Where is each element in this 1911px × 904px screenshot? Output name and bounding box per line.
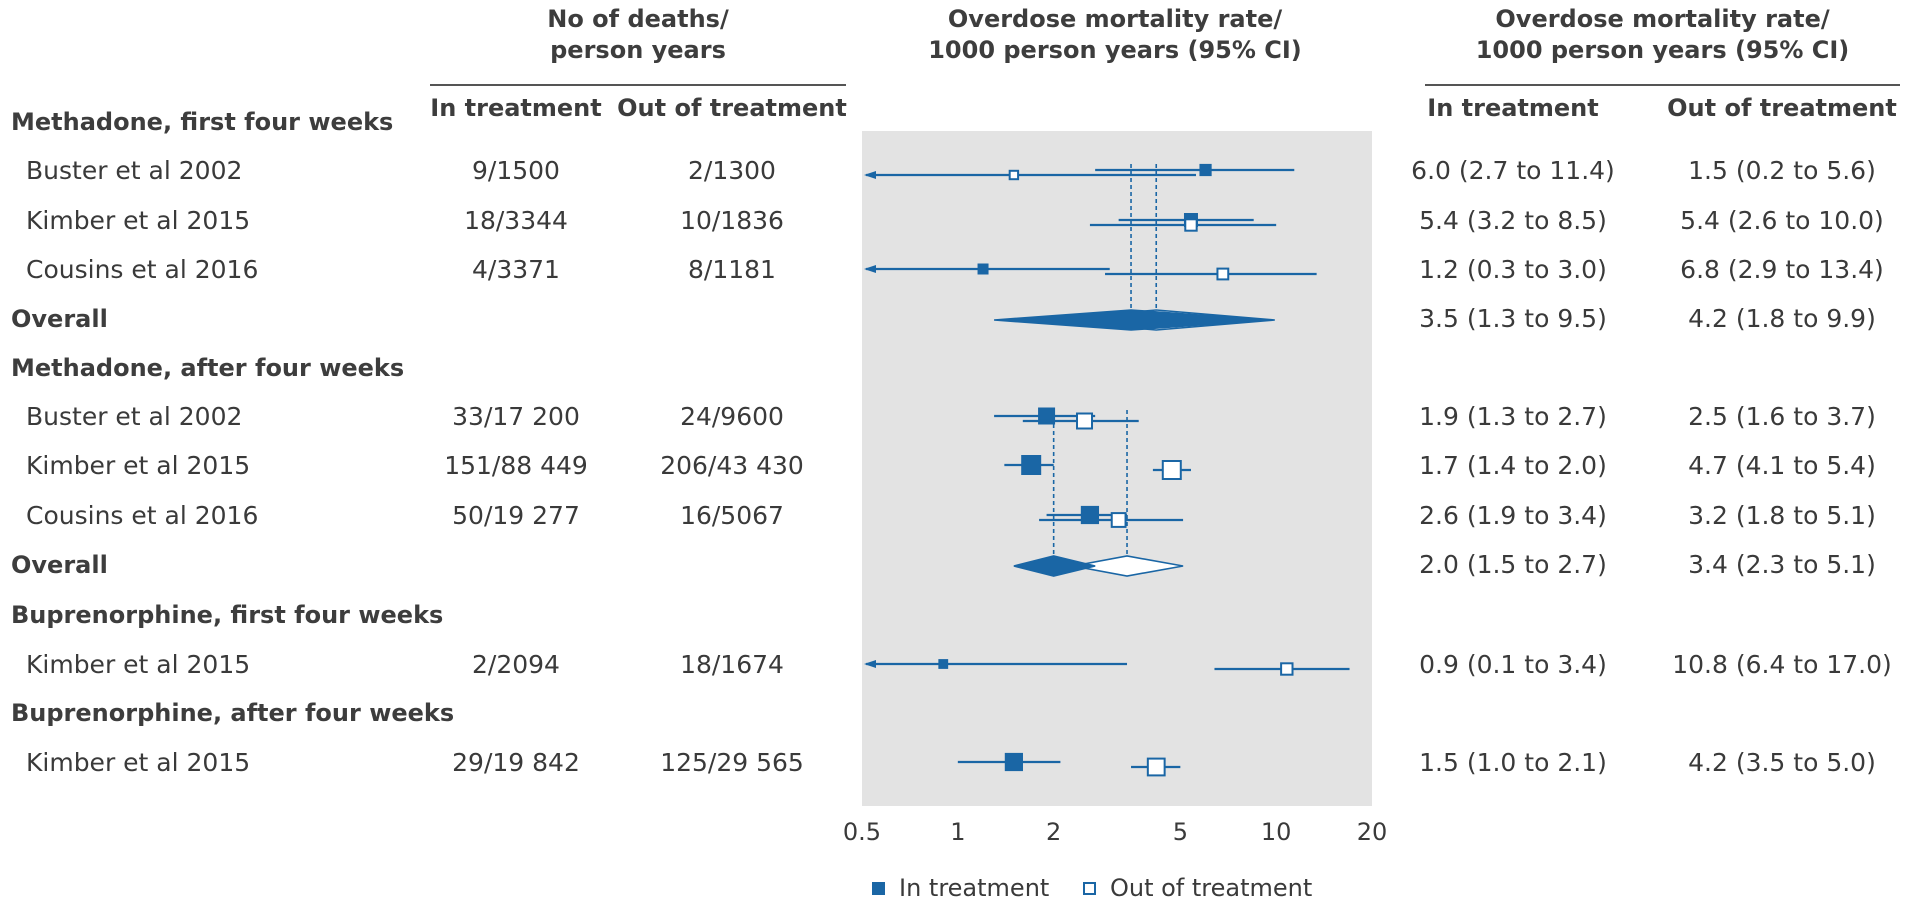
deaths-out-of-treatment: 125/29 565 (660, 748, 804, 777)
rate-in-treatment: 2.0 (1.5 to 2.7) (1419, 550, 1607, 579)
legend-out-of-treatment-label: Out of treatment (1109, 874, 1313, 902)
rate-out-of-treatment: 4.2 (3.5 to 5.0) (1688, 748, 1876, 777)
deaths-out-of-treatment: 2/1300 (688, 156, 776, 185)
legend: In treatment Out of treatment (872, 874, 1312, 904)
deaths-in-treatment: 9/1500 (472, 156, 560, 185)
deaths-header-line1: No of deaths/ (547, 5, 729, 33)
x-tick-label: 1 (950, 818, 965, 846)
rate-out-of-treatment: 4.2 (1.8 to 9.9) (1688, 304, 1876, 333)
rate-in-treatment: 1.7 (1.4 to 2.0) (1419, 451, 1607, 480)
rate-header-rule (1425, 84, 1900, 86)
overall-label: Overall (11, 305, 108, 333)
out-of-treatment-overall-diamond (1072, 555, 1184, 577)
out-of-treatment-ci-arrow (864, 171, 876, 179)
in-treatment-point (1021, 455, 1042, 475)
deaths-out-of-treatment: 18/1674 (680, 650, 784, 679)
deaths-in-treatment: 50/19 277 (452, 501, 580, 530)
rate-header-line1: Overdose mortality rate/ (1495, 5, 1830, 33)
legend-out-of-treatment-swatch (1082, 882, 1096, 895)
deaths-out-of-treatment: 10/1836 (680, 206, 784, 235)
rate-out-of-treatment: 3.4 (2.3 to 5.1) (1688, 550, 1876, 579)
plot-header: Overdose mortality rate/ 1000 person yea… (880, 4, 1350, 66)
deaths-header-line2: person years (550, 36, 726, 64)
x-tick-label: 20 (1357, 818, 1388, 846)
study-label: Kimber et al 2015 (26, 206, 251, 235)
deaths-in-treatment: 4/3371 (472, 255, 560, 284)
study-label: Kimber et al 2015 (26, 650, 251, 679)
out-of-treatment-point (1110, 512, 1127, 528)
in-treatment-ci-arrow (864, 265, 876, 273)
group-label: Methadone, after four weeks (11, 354, 405, 382)
in-treatment-point (1038, 407, 1056, 425)
deaths-in-treatment: 2/2094 (472, 650, 560, 679)
x-tick-label: 0.5 (843, 818, 881, 846)
rate-header-line2: 1000 person years (95% CI) (1475, 36, 1850, 64)
rate-in-treatment: 5.4 (3.2 to 8.5) (1419, 206, 1607, 235)
deaths-out-of-treatment: 8/1181 (688, 255, 776, 284)
rate-out-of-treatment-header: Out of treatment (1667, 94, 1897, 122)
group-label: Buprenorphine, first four weeks (11, 601, 444, 629)
study-label: Buster et al 2002 (26, 402, 243, 431)
deaths-header-rule (430, 84, 846, 86)
group-label: Buprenorphine, after four weeks (11, 699, 455, 727)
in-treatment-point (1004, 752, 1023, 772)
deaths-header: No of deaths/ person years (430, 4, 846, 66)
deaths-out-of-treatment: 16/5067 (680, 501, 784, 530)
in-treatment-point (938, 659, 949, 669)
plot-header-line1: Overdose mortality rate/ (947, 5, 1283, 33)
deaths-in-treatment: 33/17 200 (452, 402, 580, 431)
out-of-treatment-point (1146, 757, 1166, 777)
plot-background (862, 131, 1372, 806)
in-treatment-point (1199, 163, 1212, 177)
out-of-treatment-point (1184, 218, 1198, 232)
legend-in-treatment-swatch (872, 882, 885, 895)
rate-header: Overdose mortality rate/ 1000 person yea… (1425, 4, 1900, 66)
rate-in-treatment: 1.2 (0.3 to 3.0) (1419, 255, 1607, 284)
study-label: Cousins et al 2016 (26, 255, 259, 284)
study-label: Cousins et al 2016 (26, 501, 259, 530)
deaths-out-of-treatment-header: Out of treatment (617, 94, 847, 122)
in-treatment-point (977, 263, 989, 275)
rate-in-treatment: 6.0 (2.7 to 11.4) (1411, 156, 1615, 185)
rate-in-treatment: 3.5 (1.3 to 9.5) (1419, 304, 1607, 333)
out-of-treatment-point (1008, 169, 1020, 181)
group-label: Methadone, first four weeks (11, 108, 394, 136)
deaths-out-of-treatment: 206/43 430 (660, 451, 804, 480)
plot-header-line2: 1000 person years (95% CI) (928, 36, 1302, 64)
rate-in-treatment: 2.6 (1.9 to 3.4) (1419, 501, 1607, 530)
rate-in-treatment: 0.9 (0.1 to 3.4) (1419, 650, 1607, 679)
x-tick-label: 2 (1046, 818, 1061, 846)
rate-out-of-treatment: 2.5 (1.6 to 3.7) (1688, 402, 1876, 431)
out-of-treatment-point (1161, 460, 1182, 480)
study-label: Kimber et al 2015 (26, 451, 251, 480)
rate-out-of-treatment: 1.5 (0.2 to 5.6) (1688, 156, 1876, 185)
in-treatment-ci-arrow (864, 660, 876, 668)
in-treatment-overall-diamond (994, 309, 1270, 331)
deaths-in-treatment: 18/3344 (464, 206, 568, 235)
out-of-treatment-point (1216, 267, 1230, 281)
legend-in-treatment-label: In treatment (899, 874, 1050, 902)
overall-label: Overall (11, 551, 108, 579)
x-tick-label: 10 (1261, 818, 1292, 846)
rate-out-of-treatment: 4.7 (4.1 to 5.4) (1688, 451, 1876, 480)
study-label: Kimber et al 2015 (26, 748, 251, 777)
rate-out-of-treatment: 3.2 (1.8 to 5.1) (1688, 501, 1876, 530)
rate-out-of-treatment: 10.8 (6.4 to 17.0) (1672, 650, 1892, 679)
in-treatment-overall-diamond (1013, 555, 1096, 577)
rate-out-of-treatment: 5.4 (2.6 to 10.0) (1680, 206, 1884, 235)
deaths-in-treatment: 151/88 449 (444, 451, 588, 480)
rate-in-treatment-header: In treatment (1427, 94, 1599, 122)
rate-in-treatment: 1.9 (1.3 to 2.7) (1419, 402, 1607, 431)
study-label: Buster et al 2002 (26, 156, 243, 185)
out-of-treatment-point (1076, 412, 1094, 430)
deaths-in-treatment-header: In treatment (430, 94, 602, 122)
x-tick-label: 5 (1173, 818, 1188, 846)
rate-in-treatment: 1.5 (1.0 to 2.1) (1419, 748, 1607, 777)
out-of-treatment-point (1280, 662, 1294, 676)
deaths-out-of-treatment: 24/9600 (680, 402, 784, 431)
deaths-in-treatment: 29/19 842 (452, 748, 580, 777)
rate-out-of-treatment: 6.8 (2.9 to 13.4) (1680, 255, 1884, 284)
